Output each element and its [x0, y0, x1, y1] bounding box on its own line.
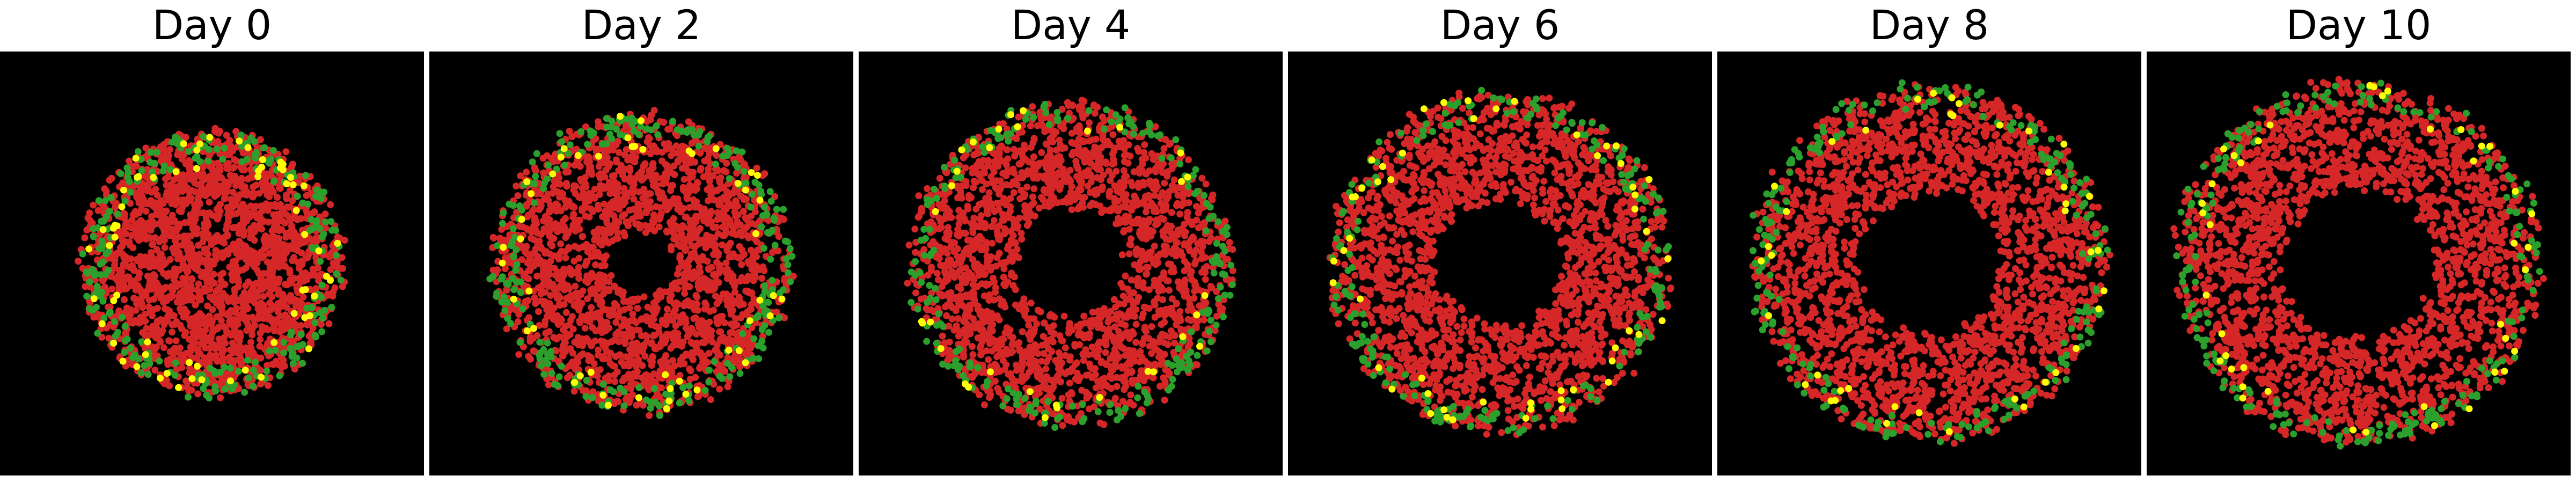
panel-title: Day 8 — [1717, 1, 2141, 49]
cell-scatter-image — [1717, 52, 2141, 475]
cell-scatter-image — [0, 52, 424, 475]
panel-day-4: Day 4 — [859, 0, 1283, 483]
panel-day-6: Day 6 — [1288, 0, 1712, 483]
cell-scatter-svg — [859, 52, 1283, 475]
cell-scatter-svg — [0, 52, 424, 475]
cell-scatter-svg — [1288, 52, 1712, 475]
panel-title: Day 4 — [859, 1, 1283, 49]
panel-title: Day 6 — [1288, 1, 1712, 49]
cell-scatter-svg — [429, 52, 853, 475]
panel-title: Day 10 — [2147, 1, 2571, 49]
cell-scatter-image — [2147, 52, 2571, 475]
cell-scatter-svg — [2147, 52, 2571, 475]
panel-title: Day 0 — [0, 1, 424, 49]
panel-day-8: Day 8 — [1717, 0, 2141, 483]
panel-title: Day 2 — [429, 1, 853, 49]
panel-day-2: Day 2 — [429, 0, 853, 483]
panel-day-0: Day 0 — [0, 0, 424, 483]
cell-scatter-image — [859, 52, 1283, 475]
cell-scatter-svg — [1717, 52, 2141, 475]
panel-day-10: Day 10 — [2147, 0, 2571, 483]
cell-scatter-image — [1288, 52, 1712, 475]
cell-scatter-image — [429, 52, 853, 475]
